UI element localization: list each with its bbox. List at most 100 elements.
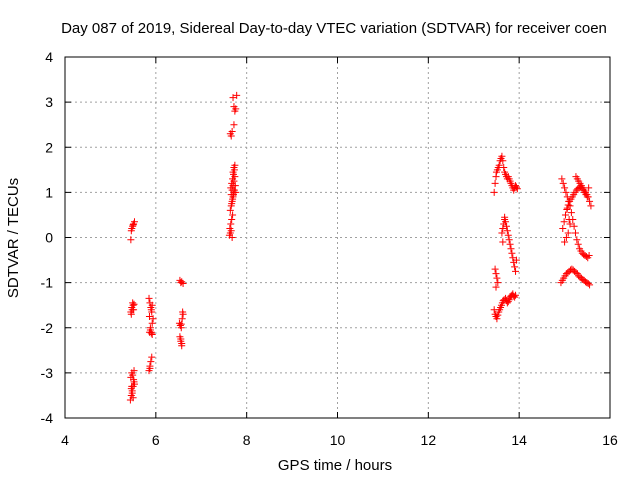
data-point [564,201,572,209]
y-tick-label: 3 [45,94,53,110]
data-point [228,215,236,223]
data-point [574,240,582,248]
x-tick-label: 10 [330,432,346,448]
x-tick-label: 14 [511,432,527,448]
data-point [559,179,567,187]
data-point [147,329,155,337]
data-point [228,200,236,208]
data-point [509,254,517,262]
data-point [129,221,137,229]
data-point [506,240,514,248]
data-point [145,312,153,320]
data-point [560,218,568,226]
y-tick-label: -2 [41,320,54,336]
data-point [586,197,594,205]
data-point [129,371,137,379]
data-point [512,183,520,191]
grid-lines [65,57,610,418]
data-point [178,315,186,323]
data-point [128,382,136,390]
y-tick-label: 0 [45,230,53,246]
data-point [512,267,520,275]
data-point [227,220,235,228]
data-point [229,195,237,203]
data-point [584,193,592,201]
x-tick-label: 8 [243,432,251,448]
data-points [126,91,595,404]
data-point [229,211,237,219]
chart-title: Day 087 of 2019, Sidereal Day-to-day VTE… [61,20,607,37]
data-point [127,227,135,235]
y-axis-tick-labels: -4 -3 -2 -1 0 1 2 3 4 [41,49,54,426]
data-point [228,127,236,135]
data-point [502,218,510,226]
data-point [512,182,520,190]
data-point [570,222,578,230]
data-point [584,280,592,288]
data-point [510,292,518,300]
x-axis-tick-labels: 4 6 8 10 12 14 16 [61,432,618,448]
x-tick-label: 4 [61,432,69,448]
data-point [562,234,570,241]
data-point [504,231,512,239]
data-point [149,315,157,323]
data-point [178,278,186,286]
data-point [148,301,156,309]
data-point [513,185,521,193]
data-point [495,161,503,169]
data-point [230,177,238,185]
data-point [128,389,136,397]
data-point [146,364,154,372]
data-point [147,306,155,314]
data-point [567,209,575,217]
data-point [229,168,237,176]
data-point [145,328,153,336]
data-point [493,315,501,323]
data-point [587,202,595,210]
data-point [559,224,567,232]
data-point [566,220,574,228]
data-point [561,211,569,219]
data-point [498,152,506,160]
data-point [178,342,186,350]
y-tick-label: 4 [45,49,53,65]
data-point [565,215,573,223]
x-tick-label: 12 [421,432,437,448]
data-point [226,224,234,232]
data-point [573,236,581,244]
data-point [563,204,571,212]
axis-ticks [64,56,611,419]
data-point [227,132,235,140]
data-point [130,367,138,375]
data-point [490,188,498,196]
data-point [562,188,570,196]
data-point [585,184,593,192]
data-point [146,324,154,332]
data-point [230,103,238,111]
data-point [147,358,155,366]
data-point [504,298,512,306]
data-point [512,291,520,299]
data-point [499,157,507,165]
data-point [498,229,506,237]
data-point [502,222,510,230]
data-point [564,229,572,237]
data-point [503,227,511,235]
data-point [179,280,187,288]
data-point [499,224,507,232]
data-point [231,173,239,181]
y-tick-label: -4 [41,410,54,426]
data-point [585,252,593,260]
data-point [229,94,237,102]
data-point [129,394,137,402]
data-point [512,256,520,264]
data-point [494,311,502,319]
data-point [586,281,594,289]
data-point [230,121,238,129]
data-point [492,283,500,291]
data-point [491,265,499,273]
data-point [492,270,500,278]
data-point [493,274,501,282]
data-point [148,353,156,361]
data-point [130,376,138,384]
